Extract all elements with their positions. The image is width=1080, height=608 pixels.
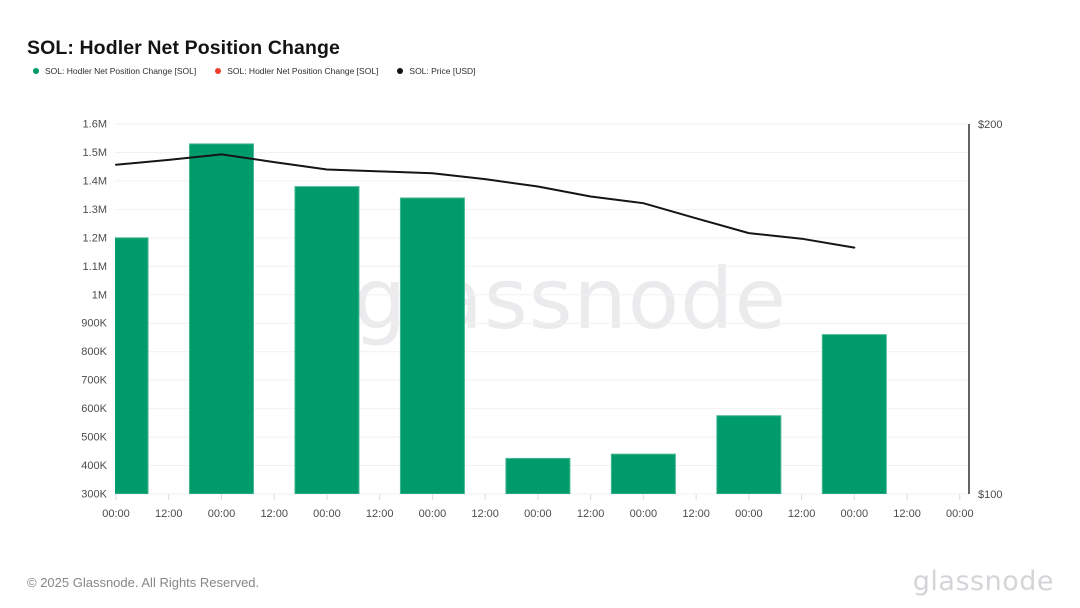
price-line[interactable] xyxy=(115,153,856,249)
y-axis-tick-label: 1.6M xyxy=(83,119,107,131)
chart-legend: SOL: Hodler Net Position Change [SOL] SO… xyxy=(33,66,476,76)
y-axis-tick-label: 1.5M xyxy=(83,147,107,159)
legend-item-label: SOL: Price [USD] xyxy=(409,66,476,76)
x-axis-tick-label: 12:00 xyxy=(893,508,921,520)
x-axis-tick-label: 12:00 xyxy=(577,508,605,520)
legend-item-hodler-net-position-red[interactable]: SOL: Hodler Net Position Change [SOL] xyxy=(215,66,378,76)
bar[interactable] xyxy=(716,415,782,494)
y-axis-tick-label: 400K xyxy=(81,460,107,472)
bar[interactable] xyxy=(821,334,887,494)
y-axis-tick-label: 600K xyxy=(81,403,107,415)
legend-item-hodler-net-position-green[interactable]: SOL: Hodler Net Position Change [SOL] xyxy=(33,66,196,76)
x-axis-tick-label: 12:00 xyxy=(155,508,183,520)
right-axis-tick-label: $100 xyxy=(978,489,1002,501)
bar[interactable] xyxy=(505,457,571,494)
y-axis-tick-label: 1.4M xyxy=(83,175,107,187)
bar[interactable] xyxy=(399,197,465,494)
x-axis-tick-label: 00:00 xyxy=(946,508,974,520)
y-axis-tick-label: 1M xyxy=(92,289,107,301)
y-axis-tick-label: 700K xyxy=(81,375,107,387)
bar[interactable] xyxy=(294,186,360,494)
bar[interactable] xyxy=(188,143,254,494)
y-axis-tick-label: 300K xyxy=(81,489,107,501)
bar[interactable] xyxy=(610,453,676,494)
legend-item-label: SOL: Hodler Net Position Change [SOL] xyxy=(45,66,197,76)
legend-dot-icon xyxy=(397,68,404,74)
legend-dot-icon xyxy=(215,68,222,74)
legend-item-label: SOL: Hodler Net Position Change [SOL] xyxy=(227,66,379,76)
legend-dot-icon xyxy=(33,68,39,74)
y-axis-tick-label: 500K xyxy=(81,432,107,444)
page-title: SOL: Hodler Net Position Change xyxy=(27,37,340,60)
legend-item-price-usd[interactable]: SOL: Price [USD] xyxy=(397,66,476,76)
y-axis-tick-label: 800K xyxy=(81,346,107,358)
x-axis-tick-label: 12:00 xyxy=(682,508,710,520)
bar-series xyxy=(84,143,887,494)
x-axis-tick-label: 00:00 xyxy=(102,508,130,520)
glassnode-logo: glassnode xyxy=(912,566,1054,597)
x-axis-tick-label: 12:00 xyxy=(471,508,499,520)
footer-copyright: © 2025 Glassnode. All Rights Reserved. xyxy=(27,575,260,590)
x-axis-tick-label: 00:00 xyxy=(524,508,552,520)
x-axis-tick-label: 00:00 xyxy=(208,508,236,520)
x-axis-tick-label: 00:00 xyxy=(735,508,763,520)
x-axis-tick-label: 00:00 xyxy=(630,508,658,520)
x-axis-tick-label: 00:00 xyxy=(841,508,869,520)
x-axis-tick-label: 00:00 xyxy=(419,508,447,520)
x-axis-tick-label: 12:00 xyxy=(788,508,816,520)
y-axis-tick-label: 1.1M xyxy=(83,261,107,273)
y-axis-tick-label: 900K xyxy=(81,318,107,330)
y-axis-tick-label: 1.2M xyxy=(83,232,107,244)
x-axis-tick-label: 00:00 xyxy=(313,508,341,520)
x-axis-tick-label: 12:00 xyxy=(260,508,288,520)
x-axis-tick-label: 12:00 xyxy=(366,508,394,520)
bar[interactable] xyxy=(84,237,149,494)
y-axis-tick-label: 1.3M xyxy=(83,204,107,216)
right-axis-tick-label: $200 xyxy=(978,119,1002,131)
